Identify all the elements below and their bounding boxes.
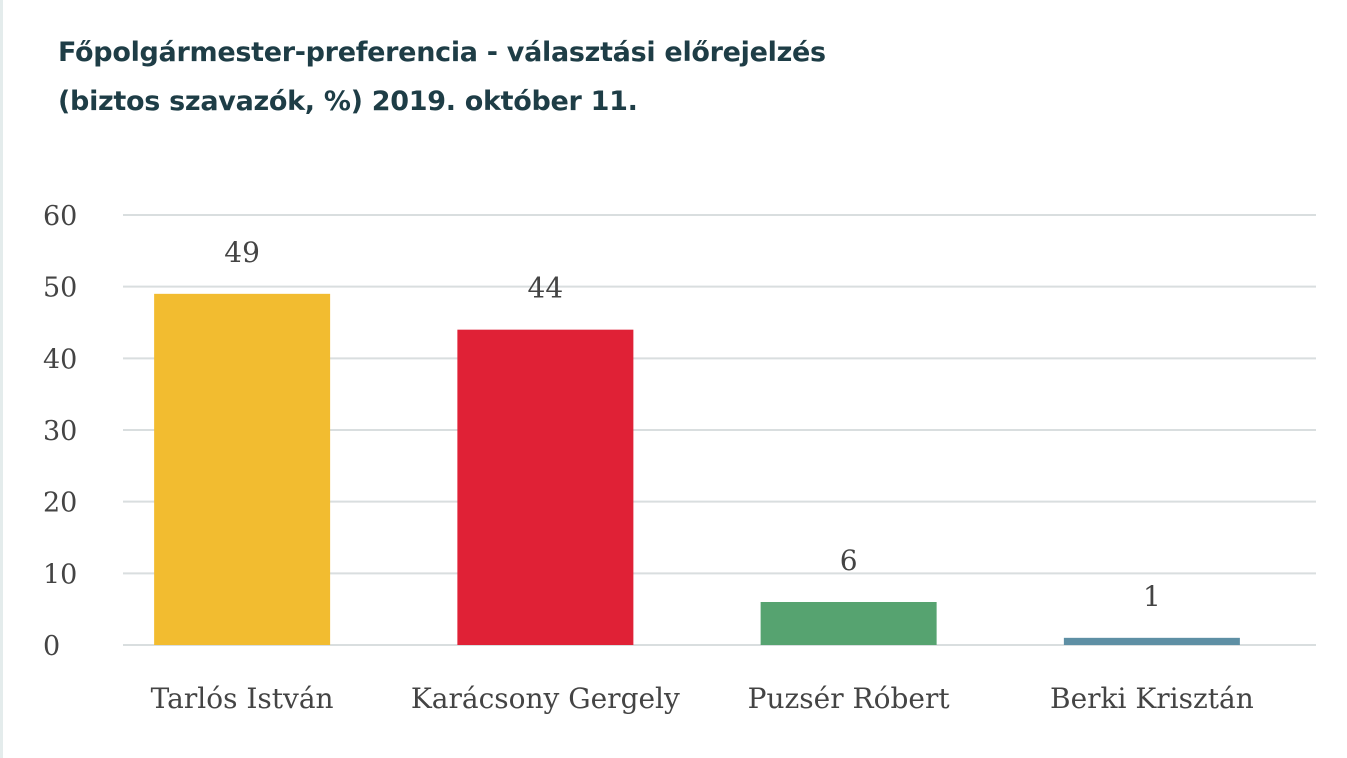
bar-3 <box>760 602 937 645</box>
data-label: 6 <box>840 544 858 577</box>
x-axis: Tarlós István Karácsony Gergely Puzsér Rób… <box>151 682 1254 715</box>
chart-title: Főpolgármester-preferencia - választási … <box>58 28 826 126</box>
y-axis: 0 10 20 30 40 50 60 <box>43 201 77 662</box>
bar-chart: 0 10 20 30 40 50 60 49 44 6 1 Tarlós István Karács… <box>43 201 1316 715</box>
data-label: 44 <box>528 272 564 305</box>
data-labels: 49 44 6 1 <box>224 236 1160 613</box>
bars <box>154 293 1240 645</box>
y-tick-label: 10 <box>43 559 77 590</box>
x-category-label: Karácsony Gergely <box>411 682 680 715</box>
x-category-label: Puzsér Róbert <box>748 682 951 715</box>
y-tick-label: 50 <box>43 273 77 304</box>
x-category-label: Tarlós István <box>151 682 334 715</box>
data-label: 1 <box>1143 580 1161 613</box>
chart-title-line-1: Főpolgármester-preferencia - választási … <box>58 37 826 68</box>
chart-title-line-2: (biztos szavazók, %) 2019. október 11. <box>58 86 638 117</box>
x-category-label: Berki Krisztán <box>1050 682 1254 715</box>
y-tick-label: 30 <box>43 416 77 447</box>
bar-1 <box>154 293 331 645</box>
data-label: 49 <box>224 236 260 269</box>
bar-2 <box>457 329 634 645</box>
bar-4 <box>1063 637 1240 645</box>
y-tick-label: 20 <box>43 488 77 519</box>
y-tick-label: 0 <box>43 631 60 662</box>
y-tick-label: 40 <box>43 344 77 375</box>
y-tick-label: 60 <box>43 201 77 232</box>
